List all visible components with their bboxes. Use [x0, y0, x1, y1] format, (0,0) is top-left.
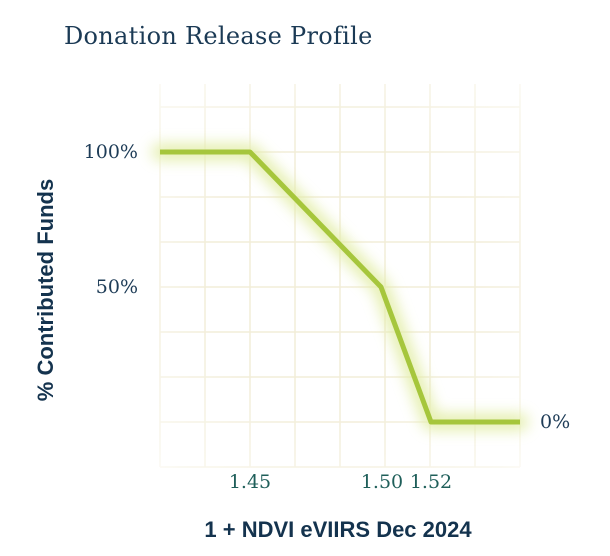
chart-title: Donation Release Profile	[64, 22, 373, 50]
x-tick-1-52: 1.52	[409, 471, 453, 493]
x-tick-1-45: 1.45	[228, 471, 272, 493]
grid-edge-fade	[140, 70, 540, 480]
x-tick-1-50: 1.50	[360, 471, 404, 493]
y-axis-label: % Contributed Funds	[33, 178, 58, 402]
x-axis-label: 1 + NDVI eVIIRS Dec 2024	[204, 517, 472, 542]
y-tick-50: 50%	[95, 276, 138, 298]
release-profile-line	[160, 149, 520, 425]
y-tick-0: 0%	[540, 411, 571, 433]
y-tick-100: 100%	[83, 141, 138, 163]
